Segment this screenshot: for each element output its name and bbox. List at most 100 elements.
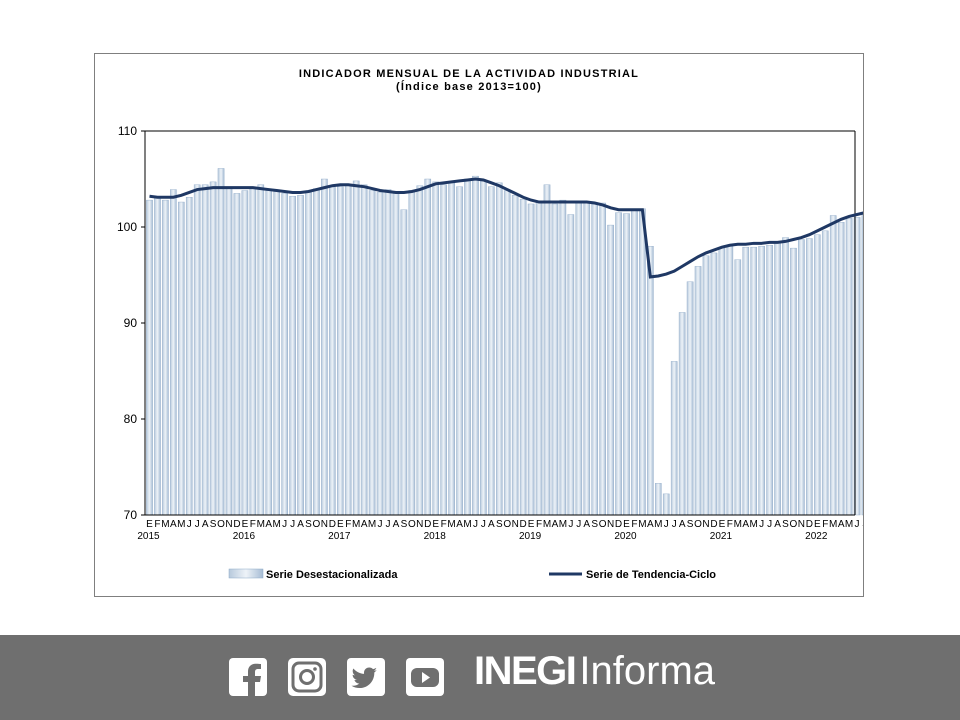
- bar: [655, 483, 662, 516]
- x-tick-month-label: J: [767, 519, 772, 530]
- chart-subtitle: (Índice base 2013=100): [396, 80, 542, 93]
- youtube-icon[interactable]: [405, 657, 445, 697]
- legend-bar-label: Serie Desestacionalizada: [266, 569, 398, 581]
- x-tick-month-label: M: [734, 519, 742, 530]
- brand-inegi: INEGI: [474, 649, 577, 693]
- x-tick-month-label: S: [401, 519, 408, 530]
- x-tick-month-label: O: [790, 519, 798, 530]
- x-tick-month-label: N: [416, 519, 423, 530]
- bar: [662, 493, 670, 516]
- x-tick-month-label: M: [654, 519, 662, 530]
- x-tick-month-label: J: [664, 519, 669, 530]
- trend-cycle-line: [149, 177, 863, 279]
- x-tick-month-label: O: [503, 519, 511, 530]
- x-tick-month-label: A: [774, 519, 781, 530]
- x-tick-month-label: D: [233, 519, 240, 530]
- x-tick-month-label: A: [393, 519, 400, 530]
- bar: [694, 266, 702, 516]
- bar-series: [146, 168, 863, 516]
- x-tick-month-label: O: [408, 519, 416, 530]
- bar: [424, 178, 432, 516]
- x-tick-month-label: J: [473, 519, 478, 530]
- y-tick-label: 110: [118, 124, 137, 138]
- bar: [678, 312, 686, 516]
- twitter-icon[interactable]: [346, 657, 386, 697]
- bar: [742, 246, 750, 516]
- x-tick-month-label: A: [583, 519, 590, 530]
- chart-frame: INDICADOR MENSUAL DE LA ACTIVIDAD INDUST…: [94, 53, 864, 597]
- bar: [329, 185, 336, 516]
- bar: [726, 245, 734, 516]
- bar: [583, 201, 591, 516]
- x-tick-month-label: J: [378, 519, 383, 530]
- bar: [384, 189, 392, 516]
- x-tick-month-label: M: [750, 519, 758, 530]
- legend-line-label: Serie de Tendencia-Ciclo: [586, 569, 716, 581]
- bar: [201, 184, 209, 516]
- bar: [368, 190, 376, 516]
- bar: [647, 245, 654, 516]
- bar: [559, 199, 567, 516]
- bar: [146, 199, 153, 516]
- x-tick-month-label: S: [782, 519, 789, 530]
- x-tick-month-label: J: [282, 519, 287, 530]
- x-tick-month-label: F: [250, 519, 256, 530]
- bar: [591, 203, 599, 516]
- y-tick-label: 70: [124, 508, 138, 522]
- x-tick-month-label: M: [161, 519, 169, 530]
- x-tick-month-label: M: [177, 519, 185, 530]
- x-tick-month-label: J: [481, 519, 486, 530]
- brand-informa: Informa: [579, 649, 716, 693]
- x-tick-month-label: N: [798, 519, 805, 530]
- x-tick-month-label: D: [329, 519, 336, 530]
- x-tick-month-label: F: [727, 519, 733, 530]
- x-tick-year-label: 2021: [710, 531, 733, 542]
- x-tick-month-label: E: [719, 519, 726, 530]
- bar: [162, 199, 169, 516]
- bar: [281, 193, 288, 516]
- bar: [170, 189, 177, 516]
- bar: [758, 245, 765, 516]
- bar: [639, 208, 646, 516]
- x-tick-month-label: A: [456, 519, 463, 530]
- x-tick-month-label: F: [154, 519, 160, 530]
- instagram-icon[interactable]: [287, 657, 327, 697]
- x-tick-month-label: O: [694, 519, 702, 530]
- x-tick-month-label: J: [855, 519, 860, 530]
- bar: [615, 212, 622, 516]
- bar: [543, 184, 551, 516]
- x-tick-month-label: A: [202, 519, 209, 530]
- x-tick-month-label: E: [146, 519, 153, 530]
- bar: [567, 214, 575, 516]
- x-tick-month-label: A: [265, 519, 272, 530]
- x-tick-month-label: M: [257, 519, 265, 530]
- bar: [535, 201, 543, 516]
- bar: [464, 178, 471, 516]
- bar: [829, 215, 837, 516]
- bar: [233, 193, 241, 516]
- facebook-icon[interactable]: [228, 657, 268, 697]
- x-tick-month-label: E: [242, 519, 249, 530]
- x-tick-month-label: O: [599, 519, 607, 530]
- x-tick-year-label: 2018: [424, 531, 447, 542]
- y-tick-label: 80: [124, 412, 138, 426]
- x-tick-month-label: F: [822, 519, 828, 530]
- bar: [209, 181, 217, 516]
- bar: [376, 192, 384, 516]
- inegi-informa-logo: INEGI Informa: [474, 649, 715, 705]
- x-tick-year-label: 2015: [137, 531, 160, 542]
- bar: [845, 218, 853, 516]
- x-tick-month-label: M: [352, 519, 360, 530]
- legend: Serie Desestacionalizada Serie de Tenden…: [228, 568, 716, 581]
- x-tick-month-label: F: [536, 519, 542, 530]
- footer-bar: INEGI Informa: [0, 635, 960, 720]
- x-tick-month-label: D: [615, 519, 622, 530]
- bar: [456, 186, 463, 516]
- x-tick-month-label: D: [424, 519, 431, 530]
- x-tick-month-label: E: [337, 519, 344, 530]
- bar: [774, 241, 781, 516]
- bar: [766, 245, 773, 516]
- chart-svg: INDICADOR MENSUAL DE LA ACTIVIDAD INDUST…: [117, 68, 863, 581]
- x-tick-month-label: J: [187, 519, 192, 530]
